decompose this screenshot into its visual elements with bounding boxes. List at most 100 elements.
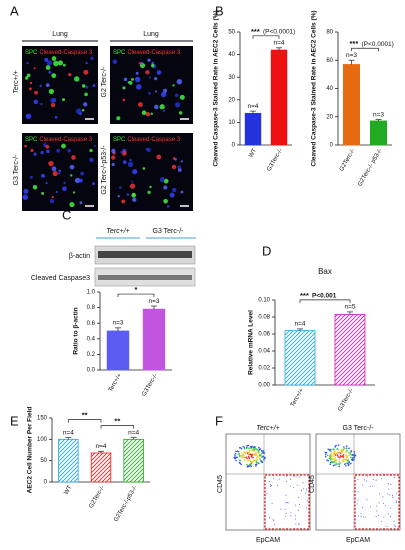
event — [236, 456, 238, 459]
flow-axis: CD45 — [217, 475, 224, 493]
cell — [51, 166, 57, 172]
event — [297, 509, 299, 511]
cell — [147, 190, 151, 194]
cell — [45, 83, 50, 88]
band — [98, 275, 192, 280]
event — [246, 444, 249, 447]
cell — [163, 185, 168, 190]
event — [270, 483, 272, 485]
cell — [57, 60, 64, 66]
cell — [121, 199, 126, 204]
event — [241, 452, 243, 454]
group-label: G2 Terc-/- — [101, 66, 108, 98]
cell — [134, 76, 141, 83]
event — [333, 459, 336, 461]
n-label: n=4 — [247, 103, 258, 110]
cell — [176, 78, 183, 85]
event — [251, 449, 254, 452]
cell — [50, 98, 55, 103]
event — [335, 444, 337, 447]
cell — [85, 85, 89, 89]
event — [256, 449, 258, 451]
event — [298, 523, 300, 525]
bar — [342, 64, 360, 146]
event — [334, 464, 336, 466]
event — [262, 455, 264, 458]
event — [280, 508, 282, 510]
band — [98, 251, 192, 258]
y-axis-label: Cleaved Caspase-3 Stained Rate in AEC2 C… — [213, 10, 220, 166]
cell — [61, 143, 66, 149]
event — [294, 515, 296, 517]
event — [241, 456, 244, 459]
event — [245, 450, 248, 453]
event — [343, 447, 346, 450]
cell — [145, 111, 151, 117]
event — [251, 445, 253, 448]
event — [243, 455, 245, 457]
n-label: n=4 — [294, 321, 305, 328]
micrograph — [110, 133, 193, 211]
event — [353, 458, 355, 461]
cell — [111, 155, 116, 160]
bar — [284, 330, 316, 386]
event — [306, 499, 308, 501]
event — [335, 462, 337, 464]
cell — [148, 91, 151, 95]
event — [259, 448, 261, 451]
event — [357, 499, 359, 501]
event — [395, 500, 397, 502]
x-tick-label: Terc+/+ — [290, 387, 305, 408]
p-value: P<0.001 — [312, 293, 337, 300]
y-tick-label: 0.02 — [258, 366, 270, 372]
event — [246, 452, 249, 455]
x-tick-label: G3Terc-/- — [141, 373, 159, 398]
event — [352, 456, 355, 459]
cell — [41, 191, 45, 195]
event — [395, 501, 397, 503]
event — [394, 525, 396, 527]
cell — [160, 91, 167, 98]
event — [330, 448, 332, 451]
cell — [180, 190, 184, 194]
event — [342, 448, 345, 451]
event — [333, 455, 335, 458]
cell — [40, 102, 43, 106]
significance: *** — [350, 39, 359, 48]
event — [248, 450, 251, 452]
event — [362, 506, 364, 508]
event — [285, 494, 287, 496]
y-tick-label: 0.04 — [258, 349, 270, 355]
flow-axis: CD45 — [309, 475, 316, 493]
cell — [131, 192, 137, 198]
cell — [48, 160, 54, 167]
cell — [169, 192, 175, 198]
event — [375, 516, 377, 518]
y-tick-label: 0.10 — [258, 298, 270, 304]
y-tick-label: 40 — [228, 52, 235, 58]
event — [377, 514, 379, 516]
significance: *** — [300, 291, 309, 300]
x-tick-label: G2Terc-/- — [88, 485, 106, 510]
event — [330, 450, 332, 453]
event — [302, 488, 304, 490]
cell — [39, 84, 42, 88]
stain-green: SPC — [25, 137, 38, 143]
cell — [25, 113, 32, 119]
event — [346, 456, 349, 458]
event — [250, 465, 253, 468]
y-tick-label: 0.0 — [87, 368, 96, 374]
event — [289, 485, 291, 487]
x-tick-label: Terc+/+ — [108, 372, 123, 393]
event — [286, 502, 288, 504]
cell — [178, 111, 183, 115]
event — [390, 515, 392, 517]
event — [329, 463, 331, 466]
cell — [79, 201, 83, 205]
tissue-label: Lung — [52, 31, 68, 38]
event — [260, 452, 263, 455]
x-tick-label: G2Terc-/-p53-/- — [113, 485, 139, 523]
event — [234, 454, 236, 456]
event — [255, 465, 257, 467]
event — [345, 465, 347, 467]
